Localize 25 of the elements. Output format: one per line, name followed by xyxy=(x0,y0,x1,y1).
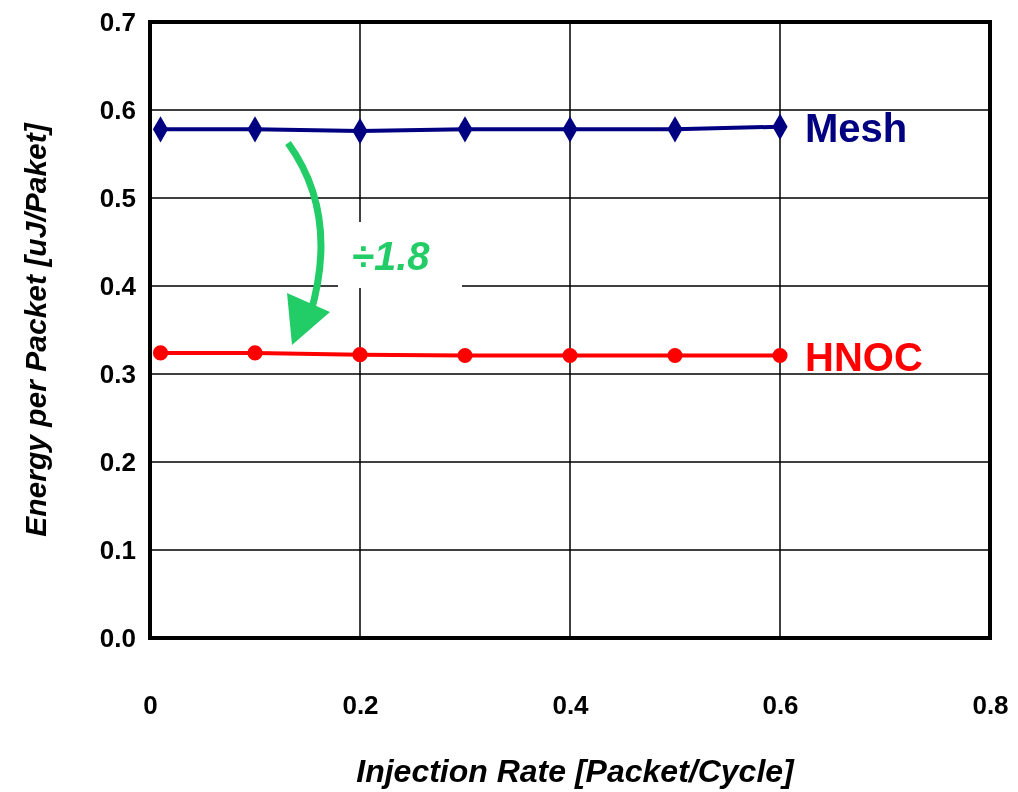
y-axis-title: Energy per Packet [uJ/Paket] xyxy=(19,122,52,537)
x-axis-title: Injection Rate [Packet/Cycle] xyxy=(356,753,796,789)
y-tick-label: 0.1 xyxy=(99,534,136,565)
annotation: ÷1.8 xyxy=(352,234,431,278)
x-tick-label: 0.6 xyxy=(762,690,799,721)
point xyxy=(772,347,788,364)
point xyxy=(152,345,169,361)
point xyxy=(352,347,368,363)
point xyxy=(562,347,578,364)
y-tick-label: 0.0 xyxy=(99,622,136,653)
x-tick-label: 0.8 xyxy=(972,690,1009,721)
x-tick-label: 0 xyxy=(143,690,158,721)
series-label: Mesh xyxy=(805,105,908,150)
y-tick-label: 0.4 xyxy=(99,270,137,301)
point xyxy=(247,345,263,361)
point xyxy=(667,347,683,364)
y-tick-label: 0.2 xyxy=(99,446,136,477)
y-tick-label: 0.7 xyxy=(99,6,136,37)
point xyxy=(457,347,473,364)
y-tick-label: 0.3 xyxy=(99,358,136,389)
x-tick-label: 0.4 xyxy=(552,690,590,721)
series-label: HNOC xyxy=(805,334,923,379)
y-tick-label: 0.5 xyxy=(99,182,136,213)
y-tick-label: 0.6 xyxy=(99,94,136,125)
x-tick-label: 0.2 xyxy=(342,690,379,721)
